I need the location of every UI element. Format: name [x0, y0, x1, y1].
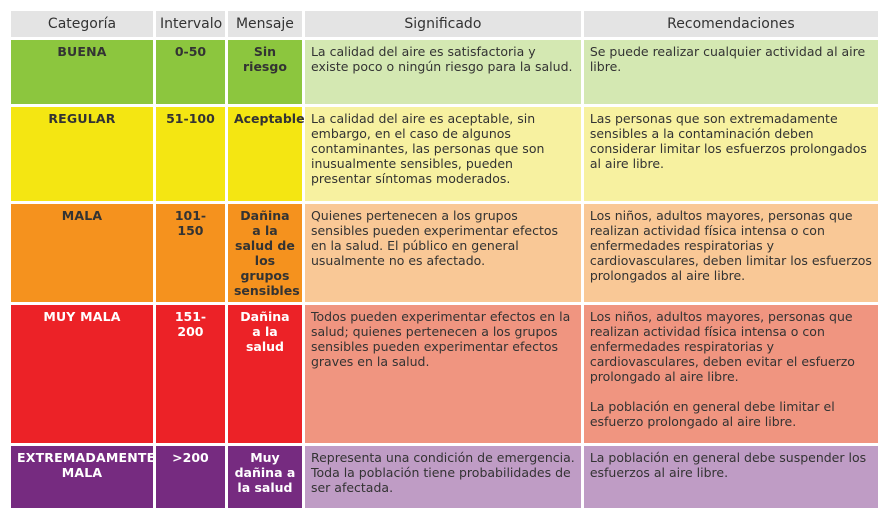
header-recomendaciones: Recomendaciones: [583, 11, 878, 37]
range-cell: 0-50: [155, 40, 225, 104]
recommendation-cell: Los niños, adultos mayores, personas que…: [583, 204, 878, 302]
meaning-cell: La calidad del aire es satisfactoria y e…: [304, 40, 581, 104]
meaning-cell: La calidad del aire es aceptable, sin em…: [304, 107, 581, 201]
recommendation-cell: Los niños, adultos mayores, personas que…: [583, 305, 878, 443]
header-row: Categoría Intervalo Mensaje Significado …: [11, 11, 878, 37]
category-cell: REGULAR: [11, 107, 153, 201]
table-row-mala: MALA 101-150 Dañina a la salud de los gr…: [11, 204, 878, 302]
header-intervalo: Intervalo: [155, 11, 225, 37]
meaning-cell: Representa una condición de emergencia. …: [304, 446, 581, 508]
table-row-extremadamente-mala: EXTREMADAMENTE MALA >200 Muy dañina a la…: [11, 446, 878, 508]
recommendation-text: Se puede realizar cualquier actividad al…: [589, 44, 866, 74]
range-cell: 151-200: [155, 305, 225, 443]
message-cell: Dañina a la salud: [227, 305, 302, 443]
recommendation-text: Los niños, adultos mayores, personas que…: [589, 309, 855, 384]
message-cell: Aceptable: [227, 107, 305, 201]
message-cell: Dañina a la salud de los grupos sensible…: [227, 204, 302, 302]
category-cell: BUENA: [11, 40, 153, 104]
meaning-cell: Quienes pertenecen a los grupos sensible…: [304, 204, 581, 302]
recommendation-cell: Se puede realizar cualquier actividad al…: [583, 40, 878, 104]
recommendation-text: Las personas que son extremadamente sens…: [589, 111, 867, 171]
header-significado: Significado: [304, 11, 581, 37]
range-cell: 101-150: [155, 204, 225, 302]
recommendation-cell: La población en general debe suspender l…: [583, 446, 878, 508]
meaning-cell: Todos pueden experimentar efectos en la …: [304, 305, 581, 443]
category-cell: MALA: [11, 204, 153, 302]
category-cell: EXTREMADAMENTE MALA: [11, 446, 155, 508]
header-mensaje: Mensaje: [227, 11, 302, 37]
message-cell: Sin riesgo: [227, 40, 302, 104]
table-row-muy-mala: MUY MALA 151-200 Dañina a la salud Todos…: [11, 305, 878, 443]
table-row-buena: BUENA 0-50 Sin riesgo La calidad del air…: [11, 40, 878, 104]
recommendation-cell: Las personas que son extremadamente sens…: [583, 107, 878, 201]
recommendation-text: La población en general debe suspender l…: [589, 450, 867, 480]
header-categoria: Categoría: [11, 11, 153, 37]
table-row-regular: REGULAR 51-100 Aceptable La calidad del …: [11, 107, 878, 201]
recommendation-text: Los niños, adultos mayores, personas que…: [589, 208, 872, 283]
range-cell: >200: [155, 446, 225, 508]
range-cell: 51-100: [155, 107, 225, 201]
message-cell: Muy dañina a la salud: [227, 446, 302, 508]
air-quality-table: Categoría Intervalo Mensaje Significado …: [8, 8, 881, 511]
category-cell: MUY MALA: [11, 305, 153, 443]
recommendation-text: La población en general debe limitar el …: [589, 399, 835, 429]
